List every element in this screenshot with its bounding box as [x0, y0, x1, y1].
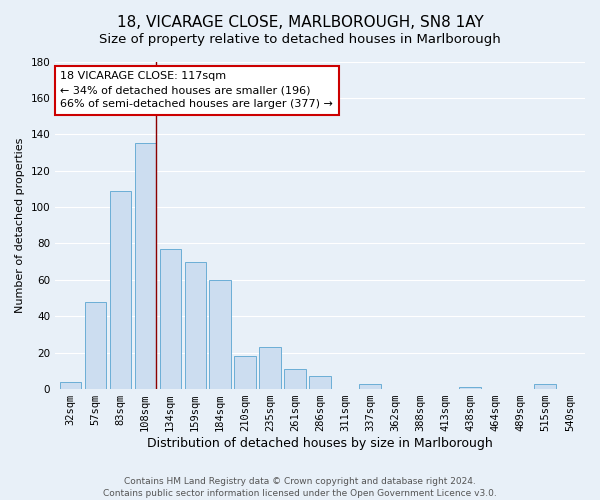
- Bar: [460, 388, 481, 389]
- Bar: [85, 302, 106, 389]
- Text: 18, VICARAGE CLOSE, MARLBOROUGH, SN8 1AY: 18, VICARAGE CLOSE, MARLBOROUGH, SN8 1AY: [116, 15, 484, 30]
- Text: Contains HM Land Registry data © Crown copyright and database right 2024.
Contai: Contains HM Land Registry data © Crown c…: [103, 476, 497, 498]
- Text: 18 VICARAGE CLOSE: 117sqm
← 34% of detached houses are smaller (196)
66% of semi: 18 VICARAGE CLOSE: 117sqm ← 34% of detac…: [61, 72, 334, 110]
- Bar: [259, 347, 281, 389]
- Bar: [310, 376, 331, 389]
- Bar: [59, 382, 81, 389]
- Bar: [134, 144, 156, 389]
- Bar: [185, 262, 206, 389]
- Bar: [160, 249, 181, 389]
- X-axis label: Distribution of detached houses by size in Marlborough: Distribution of detached houses by size …: [147, 437, 493, 450]
- Bar: [359, 384, 380, 389]
- Bar: [535, 384, 556, 389]
- Bar: [284, 369, 306, 389]
- Text: Size of property relative to detached houses in Marlborough: Size of property relative to detached ho…: [99, 32, 501, 46]
- Bar: [110, 190, 131, 389]
- Y-axis label: Number of detached properties: Number of detached properties: [15, 138, 25, 313]
- Bar: [235, 356, 256, 389]
- Bar: [209, 280, 231, 389]
